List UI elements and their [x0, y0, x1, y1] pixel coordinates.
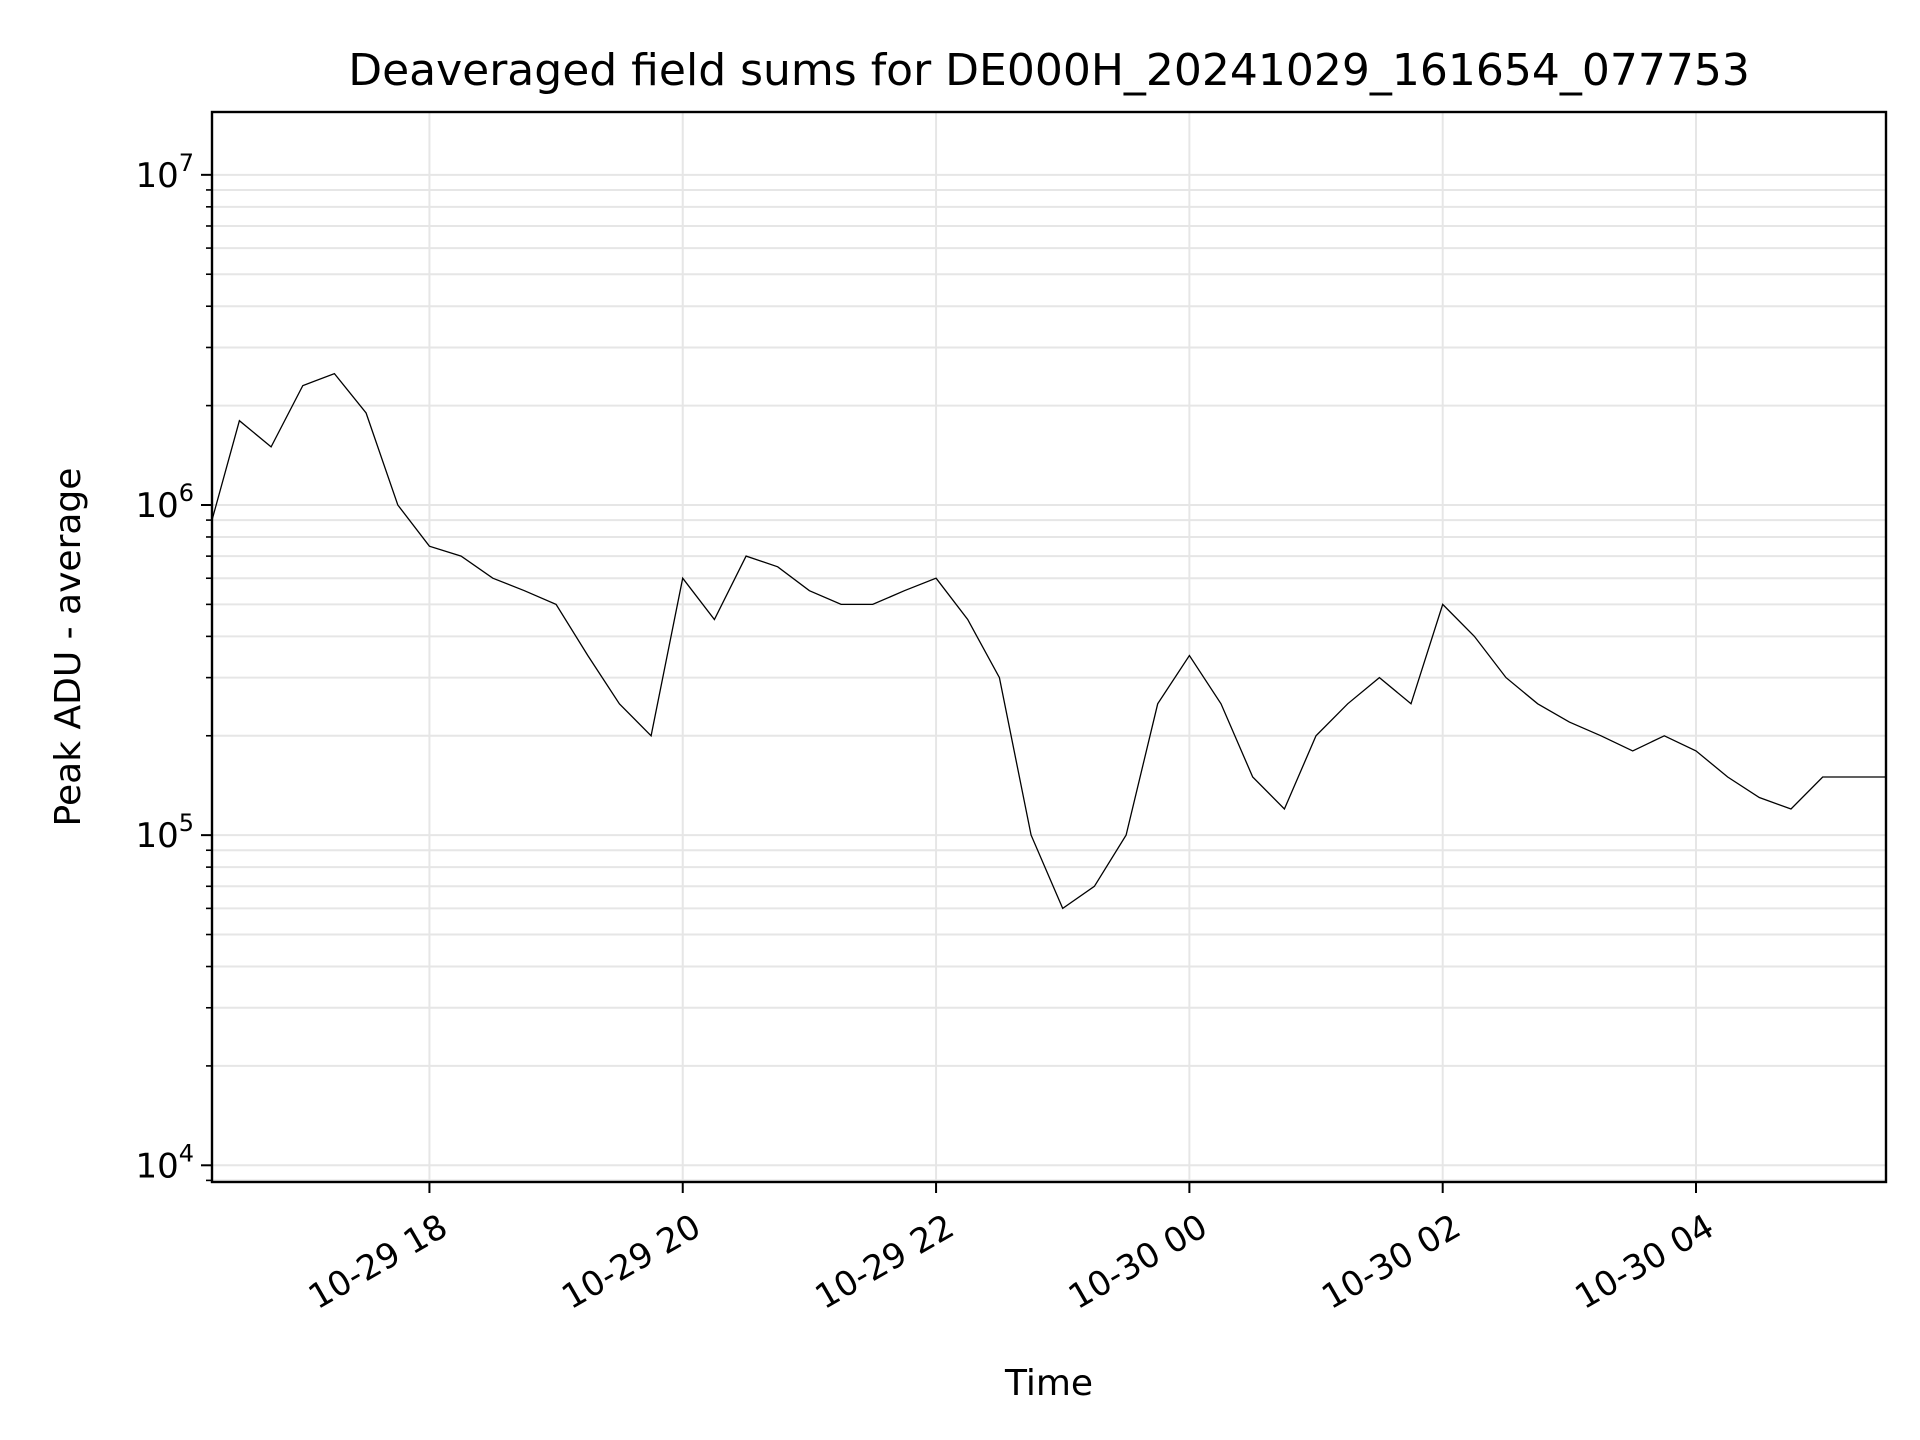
- y-tick-label: 104: [135, 1139, 194, 1186]
- x-tick-label: 10-29 20: [555, 1207, 707, 1318]
- y-axis-label: Peak ADU - average: [48, 468, 89, 827]
- series-line: [211, 372, 1886, 910]
- x-tick-label: 10-30 00: [1062, 1207, 1214, 1318]
- grid: [212, 112, 1886, 1182]
- y-axis: 104 105 106 107: [135, 149, 212, 1186]
- x-tick-label: 10-30 02: [1315, 1207, 1467, 1318]
- x-tick-label: 10-30 04: [1569, 1207, 1721, 1318]
- y-tick-label: 107: [135, 149, 194, 196]
- series-layer: [211, 372, 1886, 910]
- y-tick-label: 106: [135, 479, 194, 526]
- x-tick-label: 10-29 22: [809, 1207, 961, 1318]
- x-tick-label: 10-29 18: [302, 1207, 454, 1318]
- y-tick-label: 105: [135, 809, 194, 856]
- x-axis: 10-29 18 10-29 20 10-29 22 10-30 00 10-30 02…: [302, 1182, 1721, 1318]
- plot-frame: [210, 110, 1888, 1184]
- chart-title: Deaveraged field sums for DE000H_2024102…: [348, 45, 1750, 96]
- x-axis-label: Time: [1004, 1363, 1093, 1404]
